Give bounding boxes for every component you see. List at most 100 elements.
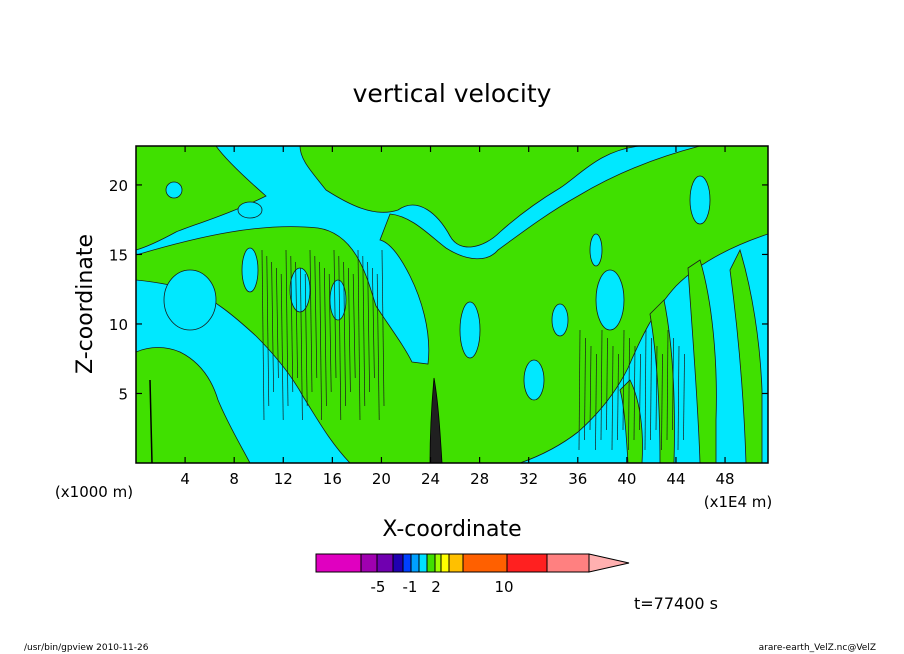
colorbar-swatch <box>448 553 464 573</box>
contour-striation <box>309 249 313 393</box>
contour-striation <box>280 273 284 421</box>
contour-striation <box>271 261 274 393</box>
contour-striation <box>617 353 619 441</box>
contour-striation <box>677 345 680 451</box>
contour-field <box>136 146 768 463</box>
contour-striation <box>666 329 669 441</box>
x-tick-label: 48 <box>716 470 735 488</box>
contour-striation <box>352 273 356 379</box>
contour-striation <box>314 255 318 379</box>
colorbar-swatch <box>462 553 508 573</box>
colorbar-extension-arrow <box>588 553 630 573</box>
negative-cell <box>551 303 569 337</box>
contour-striation <box>333 249 337 379</box>
colorbar-tick-label: -5 <box>371 578 386 596</box>
contour-striation <box>367 261 370 393</box>
colorbar-swatch <box>418 553 428 573</box>
contour-striation <box>149 379 153 463</box>
y-tick-label: 20 <box>109 177 128 195</box>
contour-striation <box>357 249 361 421</box>
x-tick-label: 16 <box>323 470 342 488</box>
positive-region <box>136 146 768 463</box>
contour-striation <box>338 255 342 421</box>
negative-cell <box>163 269 217 331</box>
x-tick-label: 32 <box>519 470 538 488</box>
contour-striation <box>628 337 630 451</box>
y-tick-label: 15 <box>109 246 128 264</box>
contour-striation <box>606 337 608 431</box>
positive-region <box>136 146 267 251</box>
contour-striation <box>584 337 586 441</box>
contour-striation <box>589 345 592 431</box>
colorbar <box>315 553 630 573</box>
colorbar-labels: -5 -1 2 10 <box>371 578 514 596</box>
negative-cell <box>329 279 347 321</box>
contour-striation <box>324 267 327 407</box>
y-tick-label: 10 <box>109 316 128 334</box>
contour-striation <box>362 255 366 407</box>
contour-striation <box>343 261 346 407</box>
x-tick-label: 24 <box>421 470 440 488</box>
contour-striation <box>266 255 270 407</box>
footer-left: /usr/bin/gpview 2010-11-26 <box>24 643 149 653</box>
x-axis-multiplier: (x1000 m) <box>55 483 133 501</box>
negative-cell <box>165 181 183 199</box>
contour-striation <box>683 353 685 441</box>
x-tick-label: 4 <box>180 470 190 488</box>
contour-striation <box>261 249 265 421</box>
y-tick-label: 5 <box>118 385 128 403</box>
contour-striation <box>633 345 636 441</box>
contour-striation <box>672 337 674 431</box>
contour-striation <box>622 329 625 431</box>
colorbar-swatch <box>392 553 404 573</box>
colorbar-swatch <box>434 553 442 573</box>
footer-right: arare-earth_VelZ.nc@VelZ <box>759 643 876 653</box>
colorbar-swatch <box>360 553 378 573</box>
colorbar-swatch <box>546 553 590 573</box>
contour-striation <box>655 345 658 431</box>
negative-cell <box>595 269 625 331</box>
contour-striation <box>595 353 597 451</box>
contour-striation <box>295 261 298 379</box>
contour-striation <box>578 329 581 451</box>
contour-striation <box>348 267 351 393</box>
colorbar-swatch <box>402 553 412 573</box>
colorbar-tick-label: 10 <box>494 578 513 596</box>
colorbar-tick-label: 2 <box>431 578 441 596</box>
x-tick-label: 40 <box>617 470 636 488</box>
contour-striation <box>319 261 322 421</box>
x-tick-label: 28 <box>470 470 489 488</box>
colorbar-swatch <box>315 553 362 573</box>
contour-striation <box>290 255 294 393</box>
negative-cell <box>523 359 545 401</box>
colorbar-swatch <box>426 553 436 573</box>
x-tick-label: 12 <box>274 470 293 488</box>
negative-cell <box>241 247 259 293</box>
contour-striation <box>661 353 663 451</box>
colorbar-swatch <box>376 553 394 573</box>
contour-striation <box>611 345 614 451</box>
x-axis-range-label: (x1E4 m) <box>704 493 773 511</box>
contour-striation <box>300 267 303 421</box>
plot-frame <box>135 145 769 464</box>
contour-striation <box>644 329 647 451</box>
negative-cell <box>289 267 311 313</box>
negative-cell <box>237 201 263 219</box>
colorbar-swatch <box>506 553 548 573</box>
colorbar-swatch <box>440 553 450 573</box>
contour-striation <box>285 249 289 407</box>
contour-striation <box>650 337 652 441</box>
colorbar-tick-label: -1 <box>403 578 418 596</box>
positive-region <box>619 379 643 463</box>
chart-title: vertical velocity <box>353 79 552 108</box>
contour-striation <box>328 273 332 393</box>
contour-striation <box>304 273 308 407</box>
x-tick-label: 8 <box>229 470 239 488</box>
colorbar-swatch <box>410 553 420 573</box>
time-label: t=77400 s <box>634 594 718 613</box>
x-tick-label: 44 <box>666 470 685 488</box>
contour-striation <box>372 267 375 379</box>
negative-cell <box>689 175 711 225</box>
strong-updraft-core <box>429 377 443 463</box>
